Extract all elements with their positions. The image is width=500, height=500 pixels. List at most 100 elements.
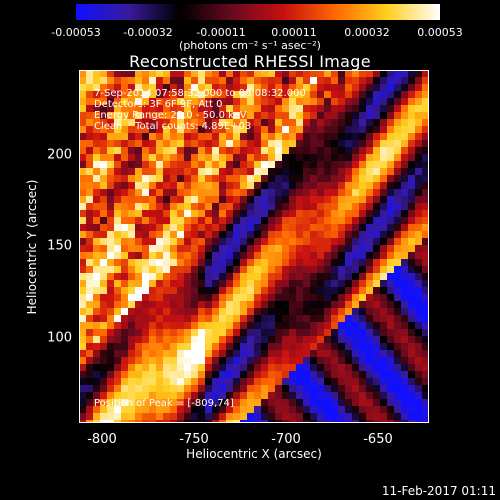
heatmap-cell xyxy=(121,231,129,239)
heatmap-cell xyxy=(128,217,136,225)
heatmap-cell xyxy=(380,154,388,162)
heatmap-cell xyxy=(415,119,423,127)
heatmap-cell xyxy=(107,84,115,92)
heatmap-cell xyxy=(345,196,353,204)
heatmap-cell xyxy=(366,301,374,309)
heatmap-cell xyxy=(107,371,115,379)
heatmap-cell xyxy=(163,91,171,99)
heatmap-cell xyxy=(79,161,87,169)
heatmap-cell xyxy=(289,287,297,295)
heatmap-cell xyxy=(317,378,325,386)
heatmap-cell xyxy=(261,182,269,190)
heatmap-cell xyxy=(219,217,227,225)
heatmap-cell xyxy=(289,105,297,113)
heatmap-cell xyxy=(380,77,388,85)
heatmap-cell xyxy=(282,126,290,134)
heatmap-cell xyxy=(324,364,332,372)
heatmap-cell xyxy=(86,385,94,393)
heatmap-cell xyxy=(184,154,192,162)
heatmap-cell xyxy=(219,70,227,78)
heatmap-cell xyxy=(177,259,185,267)
heatmap-cell xyxy=(240,378,248,386)
heatmap-cell xyxy=(135,259,143,267)
heatmap-cell xyxy=(268,259,276,267)
heatmap-cell xyxy=(261,126,269,134)
heatmap-cell xyxy=(380,280,388,288)
heatmap-cell xyxy=(408,294,416,302)
heatmap-cell xyxy=(135,98,143,106)
heatmap-cell xyxy=(373,203,381,211)
heatmap-cell xyxy=(331,161,339,169)
heatmap-cell xyxy=(198,112,206,120)
heatmap-cell xyxy=(156,364,164,372)
heatmap-cell xyxy=(317,329,325,337)
heatmap-cell xyxy=(422,175,429,183)
heatmap-cell xyxy=(282,133,290,141)
heatmap-cell xyxy=(149,196,157,204)
heatmap-cell xyxy=(296,84,304,92)
heatmap-cell xyxy=(177,357,185,365)
heatmap-cell xyxy=(345,105,353,113)
heatmap-cell xyxy=(289,175,297,183)
heatmap-cell xyxy=(303,273,311,281)
heatmap-cell xyxy=(121,371,129,379)
heatmap-cell xyxy=(317,413,325,421)
heatmap-cell xyxy=(128,84,136,92)
heatmap-cell xyxy=(296,196,304,204)
heatmap-cell xyxy=(86,301,94,309)
heatmap-cell xyxy=(156,371,164,379)
heatmap-cell xyxy=(261,343,269,351)
heatmap-cell xyxy=(338,231,346,239)
heatmap-cell xyxy=(86,84,94,92)
heatmap-cell xyxy=(289,182,297,190)
heatmap-cell xyxy=(422,413,429,421)
colorbar xyxy=(76,4,440,20)
heatmap-cell xyxy=(79,70,87,78)
heatmap-cell xyxy=(366,308,374,316)
heatmap-cell xyxy=(373,126,381,134)
heatmap-cell xyxy=(135,336,143,344)
heatmap-cell xyxy=(240,217,248,225)
heatmap-cell xyxy=(282,301,290,309)
heatmap-cell xyxy=(352,147,360,155)
heatmap-cell xyxy=(170,168,178,176)
heatmap-cell xyxy=(93,329,101,337)
heatmap-cell xyxy=(324,126,332,134)
heatmap-cell xyxy=(198,301,206,309)
heatmap-cell xyxy=(156,175,164,183)
heatmap-cell xyxy=(275,147,283,155)
heatmap-cell xyxy=(387,210,395,218)
heatmap-cell xyxy=(275,189,283,197)
heatmap-cell xyxy=(135,168,143,176)
heatmap-cell xyxy=(170,413,178,421)
heatmap-cell xyxy=(282,392,290,400)
heatmap-cell xyxy=(289,413,297,421)
heatmap-cell xyxy=(177,399,185,407)
heatmap-cell xyxy=(324,259,332,267)
heatmap-cell xyxy=(303,196,311,204)
heatmap-cell xyxy=(149,210,157,218)
heatmap-cell xyxy=(93,245,101,253)
heatmap-cell xyxy=(345,168,353,176)
heatmap-cell xyxy=(184,315,192,323)
heatmap-cell xyxy=(345,91,353,99)
heatmap-cell xyxy=(261,329,269,337)
heatmap-cell xyxy=(275,238,283,246)
heatmap-cell xyxy=(352,378,360,386)
heatmap-cell xyxy=(380,308,388,316)
heatmap-cell xyxy=(205,168,213,176)
heatmap-cell xyxy=(408,301,416,309)
heatmap-cell xyxy=(93,315,101,323)
heatmap-cell xyxy=(324,322,332,330)
heatmap-cell xyxy=(114,112,122,120)
heatmap-cell xyxy=(198,224,206,232)
heatmap-cell xyxy=(338,182,346,190)
heatmap-cell xyxy=(128,154,136,162)
heatmap-cell xyxy=(191,280,199,288)
heatmap-cell xyxy=(282,210,290,218)
heatmap-cell xyxy=(338,350,346,358)
heatmap-cell xyxy=(422,84,429,92)
heatmap-cell xyxy=(184,287,192,295)
heatmap-cell xyxy=(100,252,108,260)
heatmap-cell xyxy=(254,98,262,106)
